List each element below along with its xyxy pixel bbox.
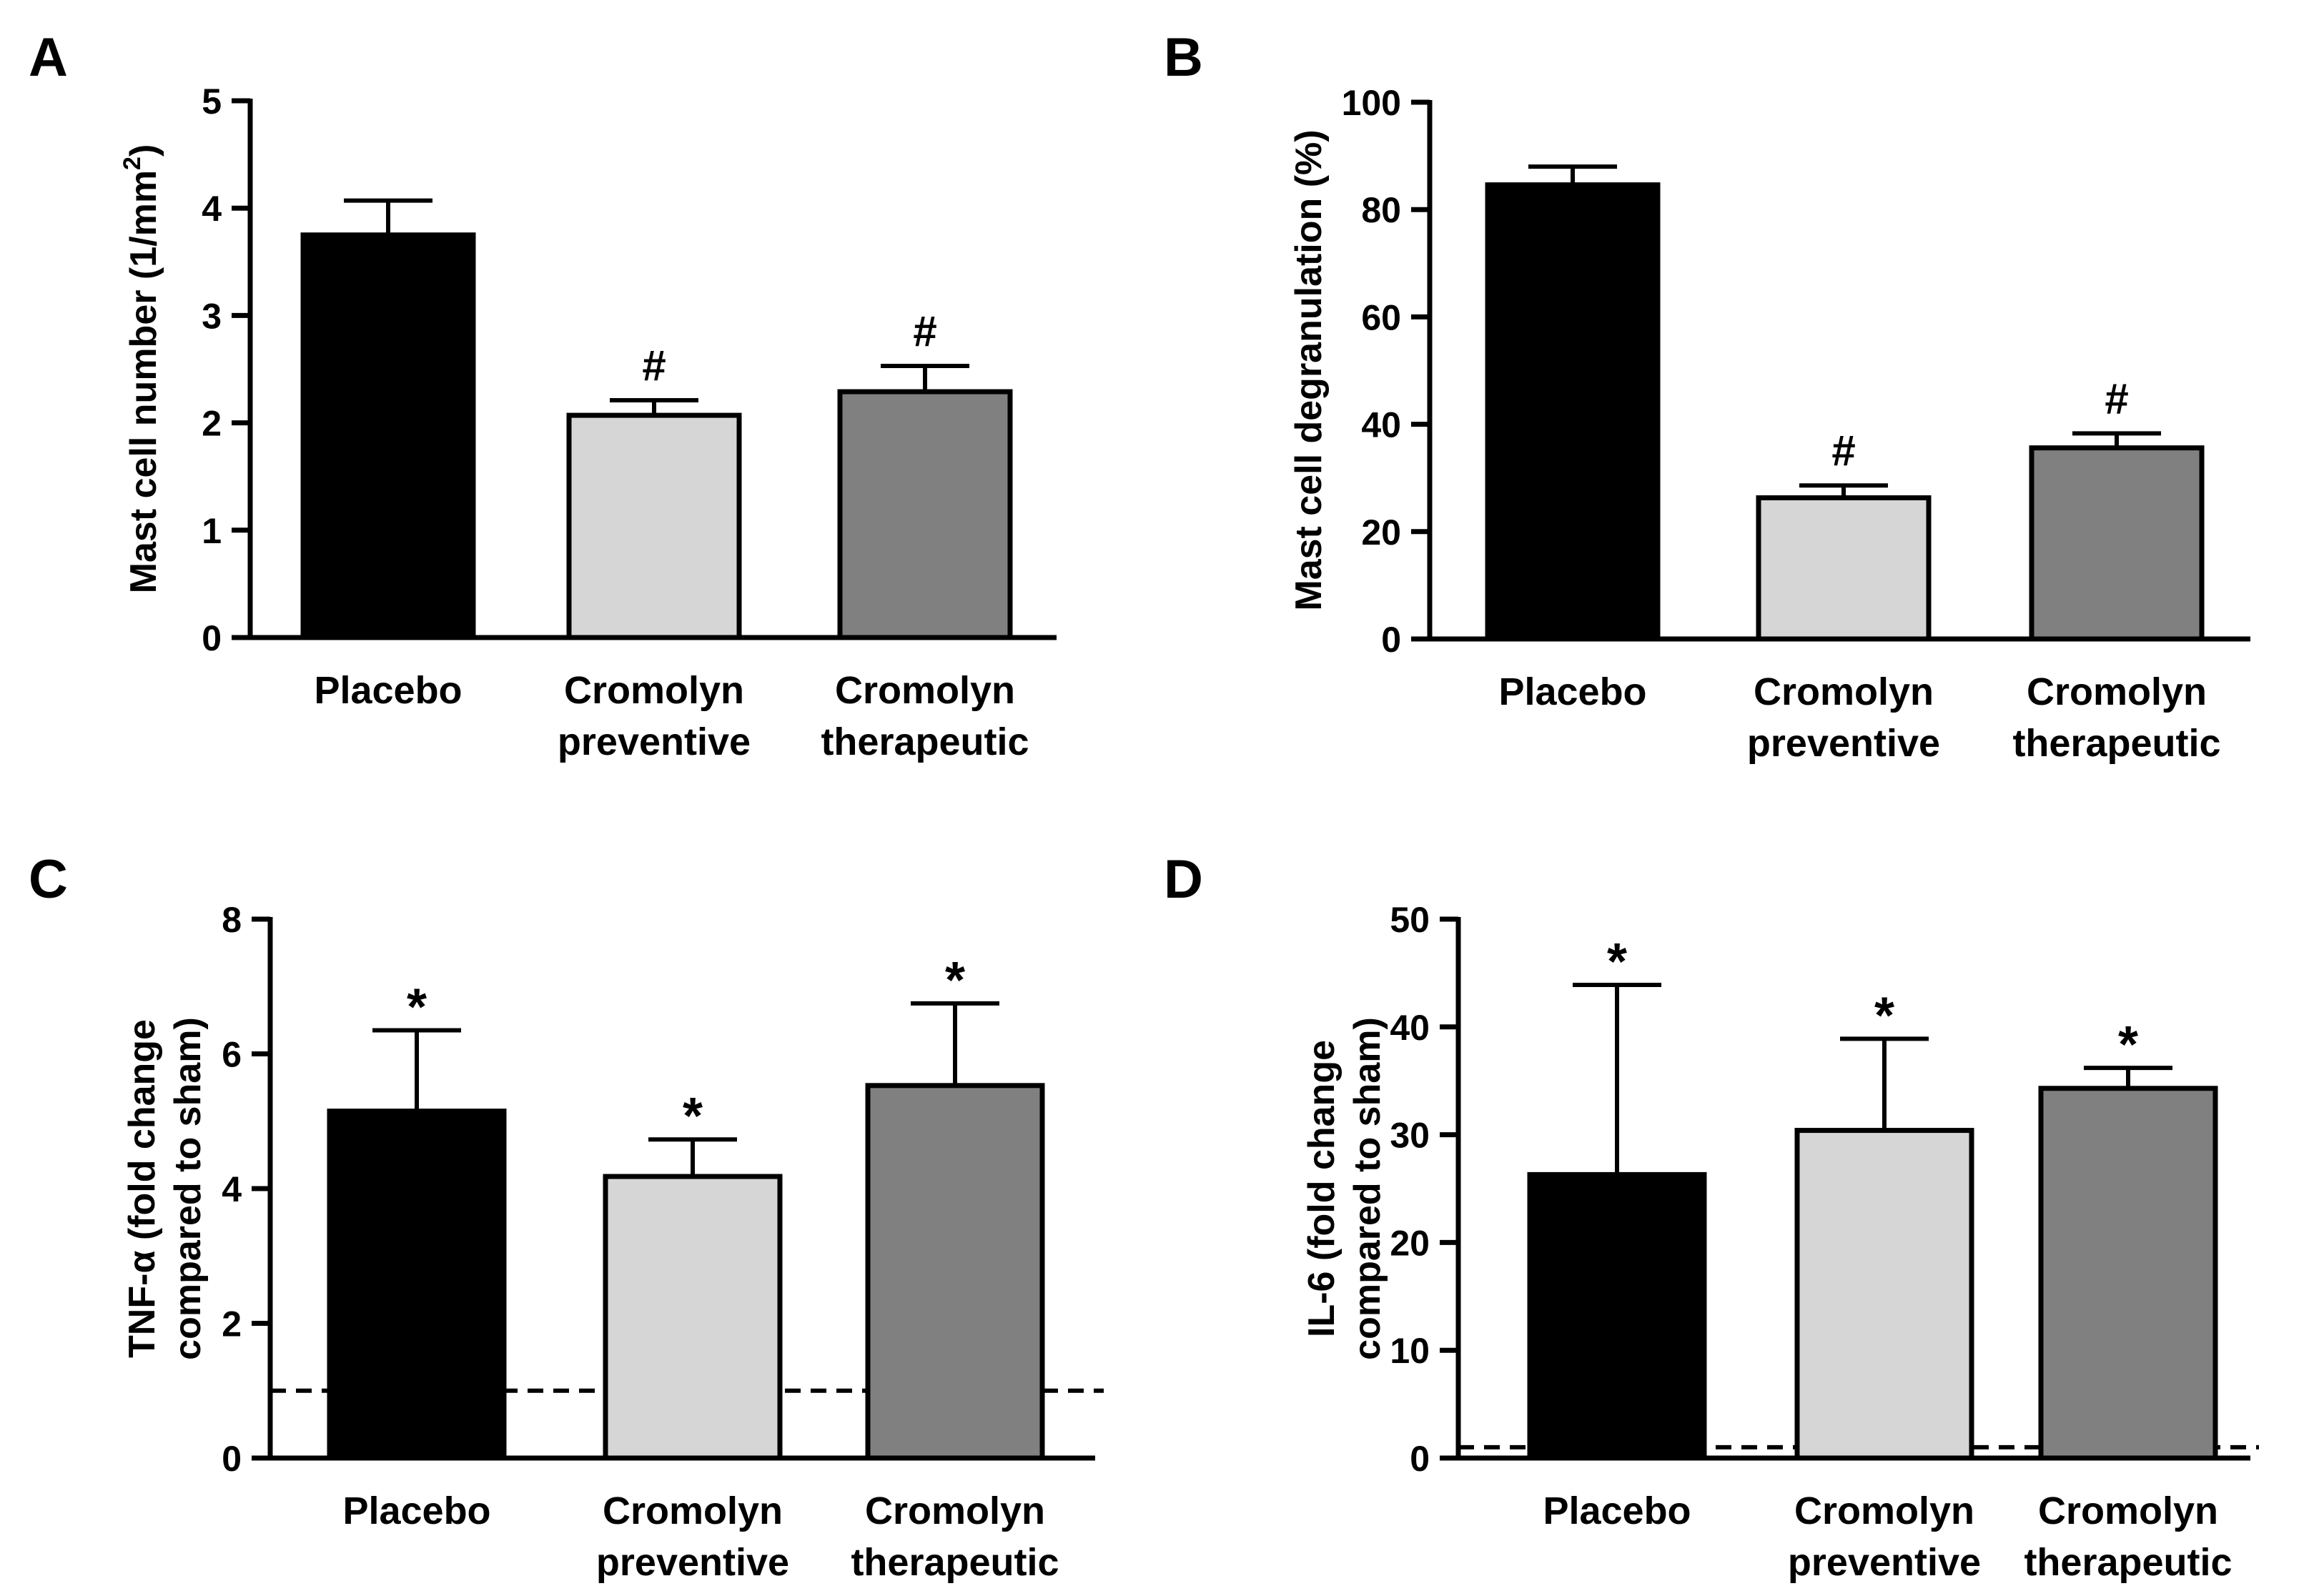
category-label: therapeutic	[2012, 722, 2220, 765]
significance-marker: #	[2105, 375, 2128, 422]
category-label: Cromolyn	[1754, 670, 1934, 713]
significance-marker: #	[1831, 427, 1855, 475]
y-axis-title-line: compared to sham)	[167, 1017, 209, 1360]
y-axis-title-text: Mast cell degranulation (%)	[1288, 129, 1330, 610]
category-label: Cromolyn	[865, 1490, 1045, 1532]
y-axis-title: TNF-α (fold change compared to sham)	[122, 1017, 209, 1360]
panel-letter: A	[29, 27, 68, 88]
y-tick-label: 0	[202, 618, 222, 658]
bar-0	[327, 1109, 507, 1461]
significance-marker: #	[913, 307, 936, 355]
category-label: preventive	[558, 720, 751, 763]
significance-marker: *	[2118, 1016, 2138, 1074]
category-label: Cromolyn	[603, 1490, 783, 1532]
y-tick-label: 3	[202, 296, 222, 336]
y-tick-label: 60	[1361, 297, 1401, 337]
y-tick-label: 50	[1390, 900, 1430, 940]
y-tick-label: 2	[222, 1304, 242, 1344]
category-label: Cromolyn	[2038, 1490, 2218, 1532]
significance-marker: *	[683, 1088, 703, 1145]
y-tick-label: 80	[1361, 190, 1401, 230]
category-label: preventive	[596, 1541, 789, 1584]
bar-2	[865, 1083, 1045, 1461]
significance-marker: *	[407, 979, 427, 1036]
y-tick-label: 0	[1381, 620, 1401, 660]
y-tick-label: 20	[1390, 1223, 1430, 1263]
panel-letter: D	[1164, 849, 1203, 910]
y-tick-label: 20	[1361, 512, 1401, 552]
y-axis-title-text: Mast cell number (1/mm2)	[119, 144, 164, 594]
category-label: Placebo	[342, 1490, 490, 1532]
bar-0	[1485, 182, 1661, 642]
category-label: preventive	[1747, 722, 1940, 765]
category-label: Cromolyn	[835, 669, 1015, 712]
y-tick-label: 8	[222, 900, 242, 940]
bar-1	[1756, 495, 1932, 642]
panel-d: D * Placebo * Cromolyn preventive * Cromolyn the…	[1164, 849, 2259, 1584]
y-axis-title: Mast cell degranulation (%)	[1288, 129, 1330, 610]
y-tick-label: 40	[1390, 1008, 1430, 1048]
significance-marker: *	[1874, 987, 1894, 1044]
bar-2	[2029, 445, 2205, 642]
y-tick-label: 10	[1390, 1331, 1430, 1371]
panel-letter: B	[1164, 27, 1203, 88]
y-axis-title-end: )	[123, 144, 164, 157]
category-label: Placebo	[1498, 670, 1646, 713]
category-label: therapeutic	[821, 720, 1029, 763]
category-label: Cromolyn	[564, 669, 744, 712]
category-label: preventive	[1788, 1541, 1981, 1584]
category-label: Placebo	[314, 669, 462, 712]
y-axis-title-line: compared to sham)	[1347, 1017, 1388, 1360]
y-axis-title-line: TNF-α (fold change	[122, 1019, 163, 1358]
y-tick-label: 40	[1361, 405, 1401, 445]
y-axis-title: IL-6 (fold change compared to sham)	[1301, 1017, 1388, 1360]
y-tick-label: 6	[222, 1035, 242, 1075]
bar-2	[837, 389, 1013, 640]
category-label: therapeutic	[851, 1541, 1059, 1584]
significance-marker: #	[642, 342, 666, 390]
y-tick-label: 4	[222, 1169, 242, 1209]
category-label: therapeutic	[2024, 1541, 2232, 1584]
y-tick-label: 100	[1342, 83, 1401, 123]
bar-0	[300, 232, 476, 640]
significance-marker: *	[945, 952, 965, 1009]
y-tick-label: 30	[1390, 1116, 1430, 1156]
y-tick-label: 0	[222, 1439, 242, 1479]
y-axis-title-line: IL-6 (fold change	[1301, 1040, 1343, 1337]
bar-0	[1527, 1171, 1707, 1461]
category-label: Cromolyn	[2027, 670, 2207, 713]
significance-marker: *	[1607, 933, 1627, 991]
y-tick-label: 2	[202, 404, 222, 444]
panel-a: A Placebo # Cromolyn preventive # Cromolyn ther…	[29, 27, 1057, 763]
bar-2	[2038, 1086, 2218, 1461]
y-tick-label: 0	[1410, 1439, 1430, 1479]
category-label: Placebo	[1543, 1490, 1691, 1532]
bar-1	[1794, 1128, 1974, 1461]
panel-letter: C	[29, 849, 68, 910]
bar-1	[566, 412, 742, 640]
y-tick-label: 1	[202, 511, 222, 551]
y-axis-title-superscript: 2	[119, 157, 146, 170]
bar-1	[603, 1174, 783, 1461]
panel-c: C * Placebo * Cromolyn preventive * Cromolyn the…	[29, 849, 1104, 1584]
y-axis-title: Mast cell number (1/mm2)	[119, 144, 164, 594]
y-tick-label: 4	[202, 189, 222, 229]
y-axis-title-main: Mast cell number (1/mm	[123, 170, 164, 593]
category-label: Cromolyn	[1794, 1490, 1974, 1532]
y-tick-label: 5	[202, 81, 222, 122]
panel-b: B Placebo # Cromolyn preventive # Cromolyn ther…	[1164, 27, 2250, 765]
